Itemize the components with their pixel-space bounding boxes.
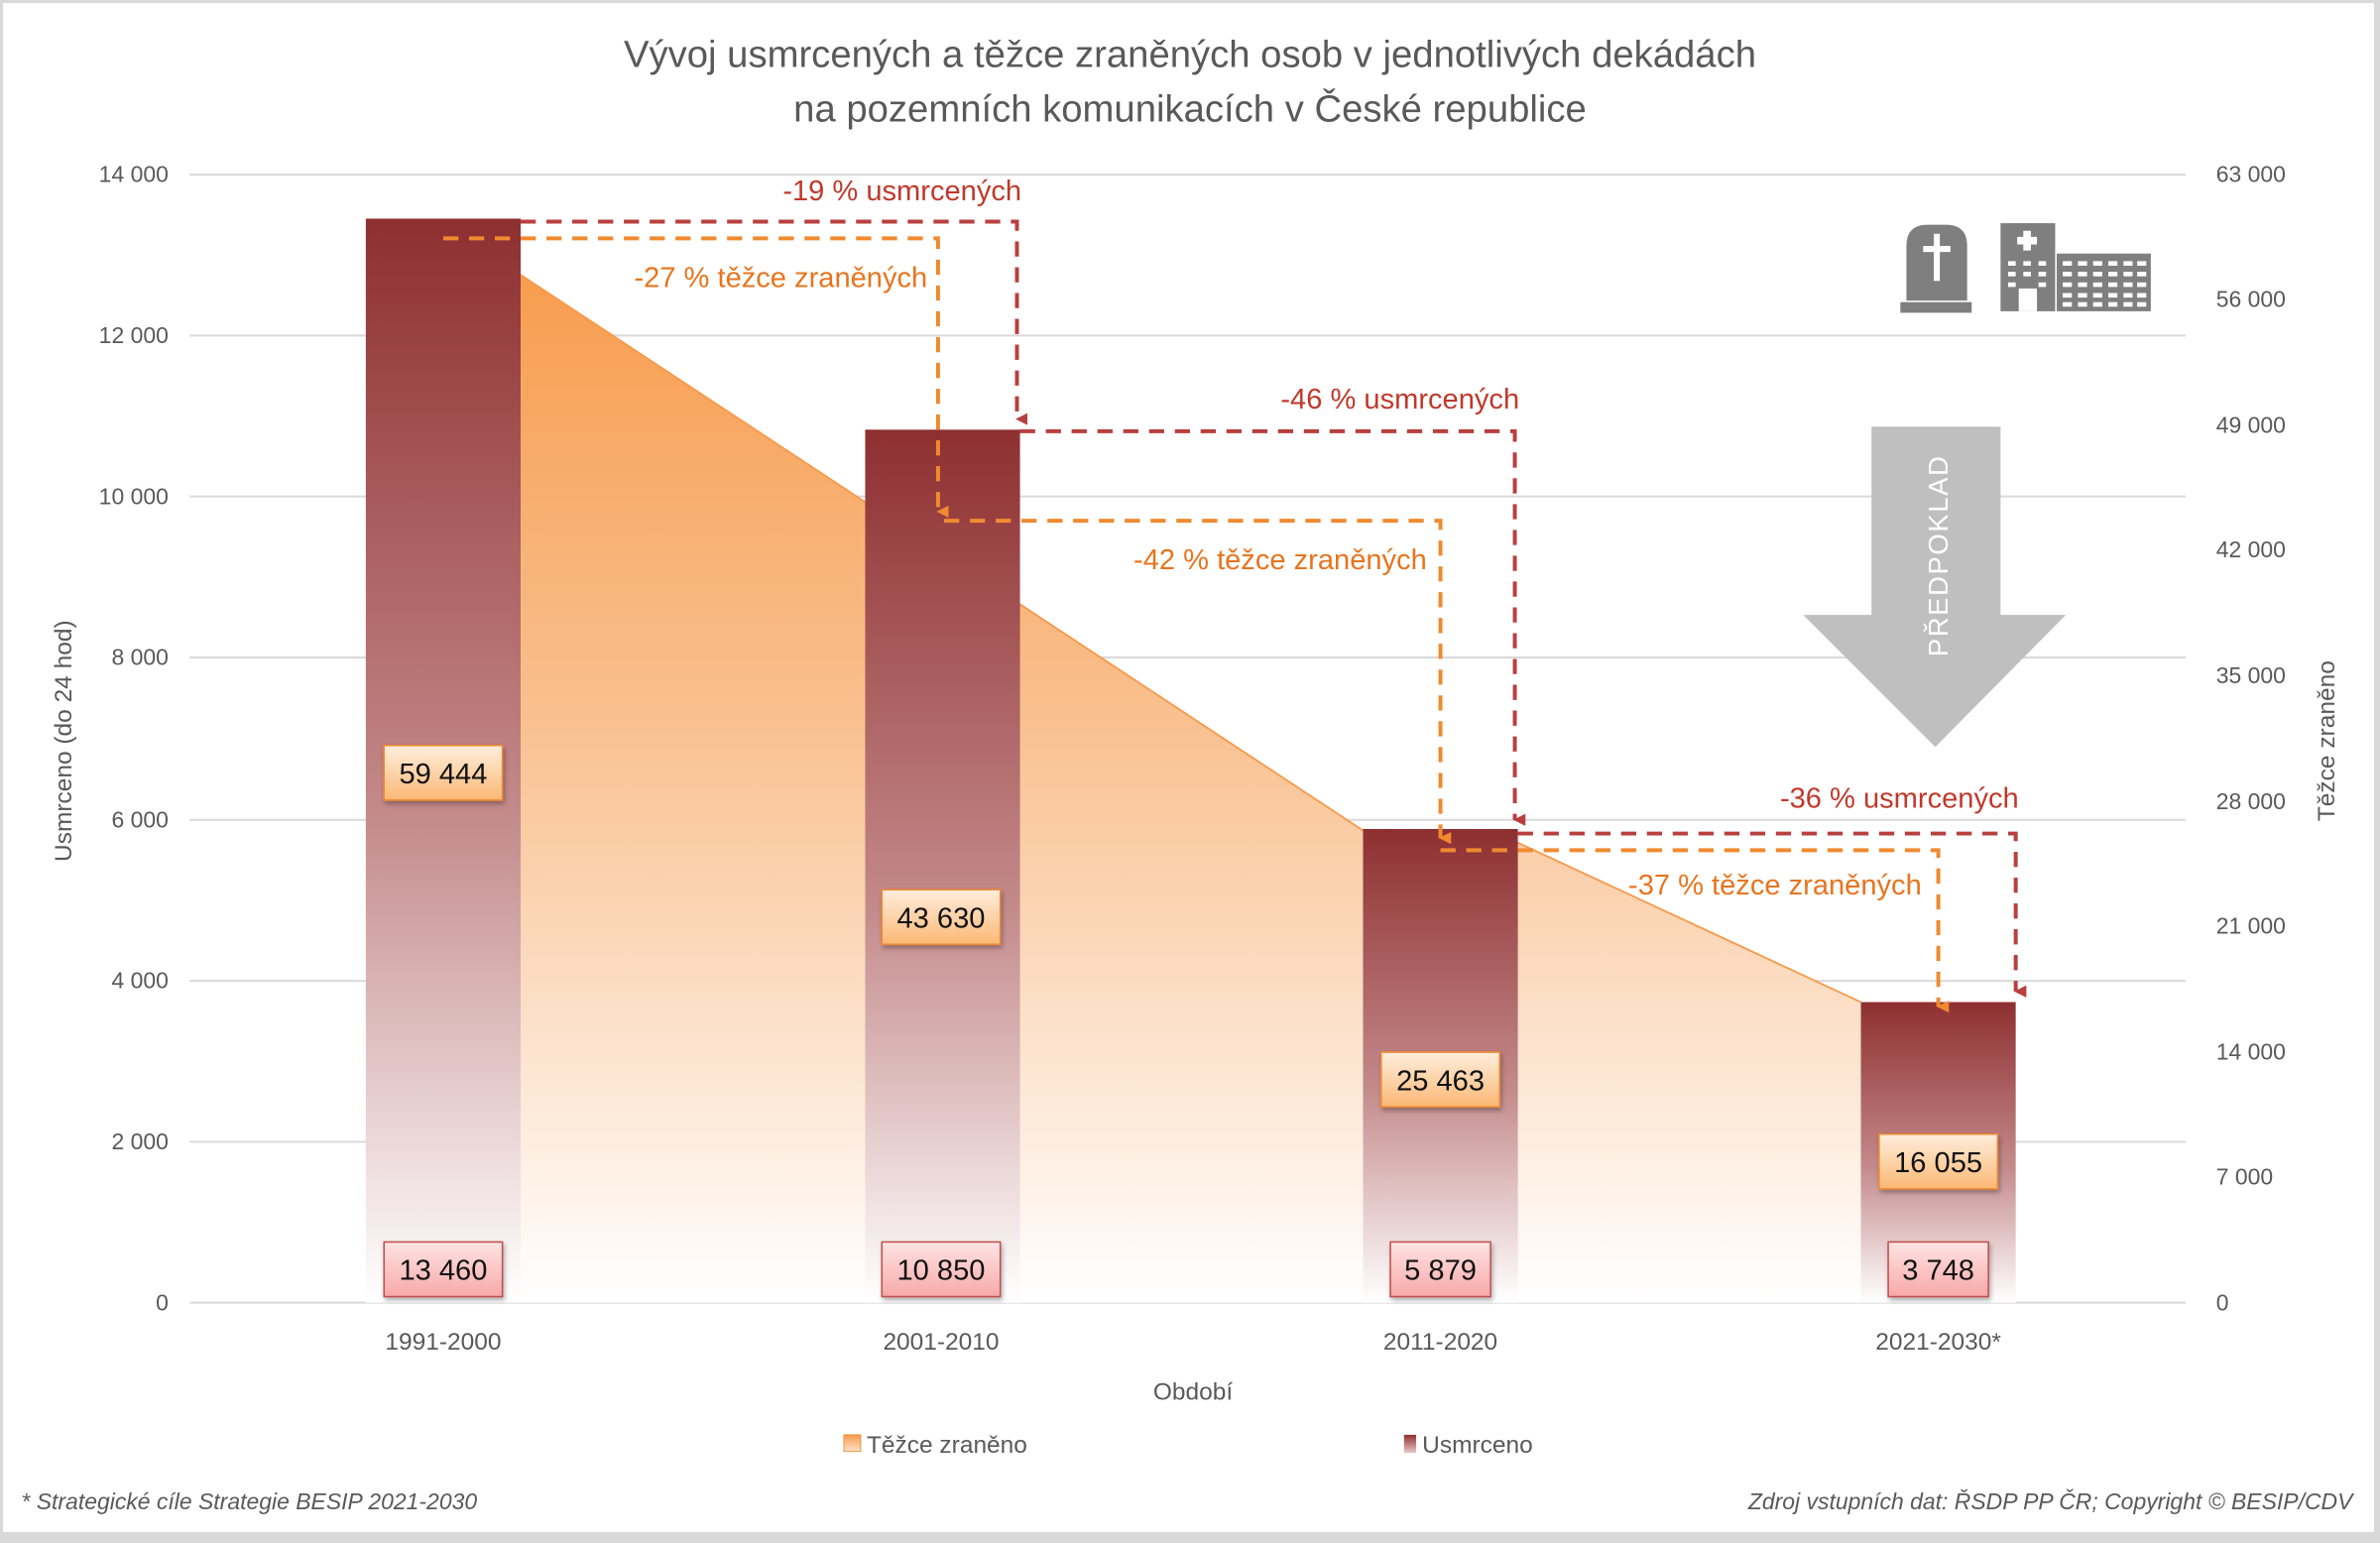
injured-change-1: -27 % těžce zraněných <box>634 262 927 294</box>
killed-change-arrows <box>521 219 2027 998</box>
right-tick: 28 000 <box>2216 788 2286 814</box>
injured-change-2: -42 % těžce zraněných <box>1133 544 1427 576</box>
right-tick: 21 000 <box>2216 913 2286 939</box>
legend: Těžce zraněno Usmrceno <box>843 1432 1533 1459</box>
source-note: Zdroj vstupních dat: ŘSDP PP ČR; Copyrig… <box>1747 1488 2355 1514</box>
left-tick: 14 000 <box>99 162 169 187</box>
killed-data-labels: 13 460 10 850 5 879 3 748 <box>383 1241 1989 1298</box>
killed-label-2021-2030: 3 748 <box>1902 1255 1974 1287</box>
killed-label-1991-2000: 13 460 <box>399 1255 487 1287</box>
footnote: * Strategické cíle Strategie BESIP 2021-… <box>21 1488 477 1514</box>
category-label: 2011-2020 <box>1383 1329 1497 1356</box>
forecast-label: PŘEDPOKLAD <box>1923 455 1954 657</box>
left-tick: 4 000 <box>111 968 168 994</box>
left-tick: 2 000 <box>111 1128 168 1154</box>
left-tick: 10 000 <box>99 483 169 509</box>
right-axis-ticks: 0 7 000 14 000 21 000 28 000 35 000 42 0… <box>2216 162 2286 1316</box>
injured-data-labels: 59 444 43 630 25 463 16 055 <box>383 745 1999 1190</box>
left-tick: 0 <box>156 1289 169 1315</box>
injured-change-3: -37 % těžce zraněných <box>1628 870 1922 901</box>
left-tick: 12 000 <box>99 322 169 348</box>
killed-change-1: -19 % usmrcených <box>782 176 1021 207</box>
right-axis-title: Těžce zraněno <box>2314 660 2340 821</box>
chart-title-line2: na pozemních komunikacích v České republ… <box>793 86 1587 130</box>
category-label: 1991-2000 <box>385 1329 501 1356</box>
legend-swatch-killed <box>1403 1434 1417 1454</box>
category-label: 2021-2030* <box>1875 1329 2001 1356</box>
legend-item-killed[interactable]: Usmrceno <box>1403 1432 1533 1459</box>
killed-change-3: -36 % usmrcených <box>1780 783 2019 815</box>
chart-title-line1: Vývoj usmrcených a těžce zraněných osob … <box>624 33 1756 75</box>
category-label: 2001-2010 <box>883 1329 999 1356</box>
injured-label-1991-2000: 59 444 <box>399 759 487 790</box>
forecast-arrow: PŘEDPOKLAD <box>1803 426 2067 748</box>
injured-label-2001-2010: 43 630 <box>897 902 986 934</box>
right-tick: 7 000 <box>2216 1163 2273 1189</box>
right-tick: 56 000 <box>2216 286 2286 311</box>
tombstone-icon <box>1900 224 1972 313</box>
x-axis-categories: 1991-2000 2001-2010 2011-2020 2021-2030* <box>385 1329 2001 1356</box>
right-tick: 42 000 <box>2216 536 2286 562</box>
legend-item-injured[interactable]: Těžce zraněno <box>843 1432 1027 1459</box>
injured-label-2021-2030: 16 055 <box>1894 1147 1982 1179</box>
killed-label-2001-2010: 10 850 <box>897 1255 986 1287</box>
legend-swatch-injured <box>843 1434 862 1453</box>
bar-2001-2010[interactable] <box>865 429 1020 1303</box>
injured-area <box>521 275 1861 1303</box>
killed-label-2011-2020: 5 879 <box>1404 1255 1477 1287</box>
left-tick: 6 000 <box>111 806 168 832</box>
left-tick: 8 000 <box>111 645 168 670</box>
killed-change-2: -46 % usmrcených <box>1280 384 1519 415</box>
right-tick: 14 000 <box>2216 1039 2286 1065</box>
right-tick: 35 000 <box>2216 662 2286 688</box>
legend-label-injured: Těžce zraněno <box>867 1432 1027 1459</box>
hospital-icon <box>2000 223 2151 311</box>
x-axis-title: Období <box>1153 1379 1234 1406</box>
left-axis-ticks: 0 2 000 4 000 6 000 8 000 10 000 12 000 … <box>99 162 169 1316</box>
right-tick: 63 000 <box>2216 162 2286 187</box>
injured-change-arrows <box>442 236 1950 1013</box>
right-tick: 49 000 <box>2216 412 2286 437</box>
injured-label-2011-2020: 25 463 <box>1396 1065 1485 1097</box>
right-tick: 0 <box>2216 1289 2229 1315</box>
left-axis-title: Usmrceno (do 24 hod) <box>51 620 77 862</box>
legend-label-killed: Usmrceno <box>1422 1432 1533 1459</box>
